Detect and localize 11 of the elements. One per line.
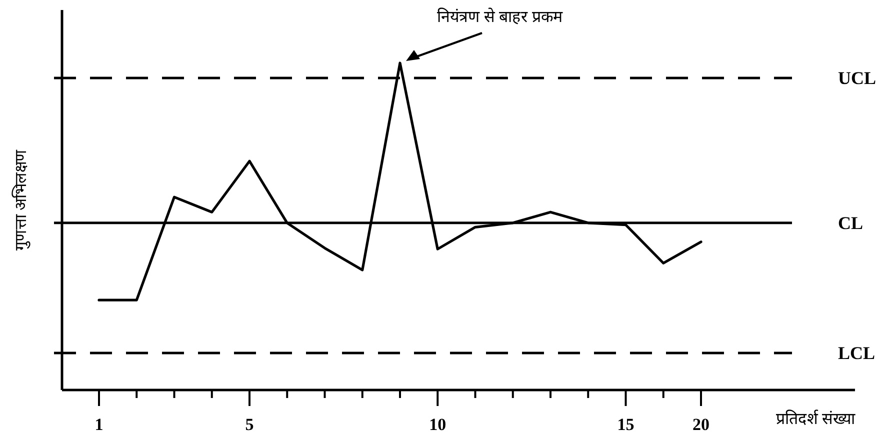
x-tick-label: 15 — [617, 415, 634, 434]
y-axis-title: गुणत्ता अभिलक्षण — [11, 150, 31, 250]
x-axis-title: प्रतिदर्श संख्या — [776, 409, 856, 428]
x-tick-label: 10 — [429, 415, 446, 434]
ref-line-label: UCL — [838, 68, 876, 88]
text: नियंत्रण से बाहर प्रकम — [437, 7, 563, 26]
x-tick-label: 20 — [692, 415, 710, 434]
ref-line-label: CL — [838, 212, 864, 233]
ref-line-label: LCL — [838, 343, 876, 364]
x-tick-label: 1 — [94, 415, 104, 434]
x-tick-label: 5 — [245, 415, 254, 434]
